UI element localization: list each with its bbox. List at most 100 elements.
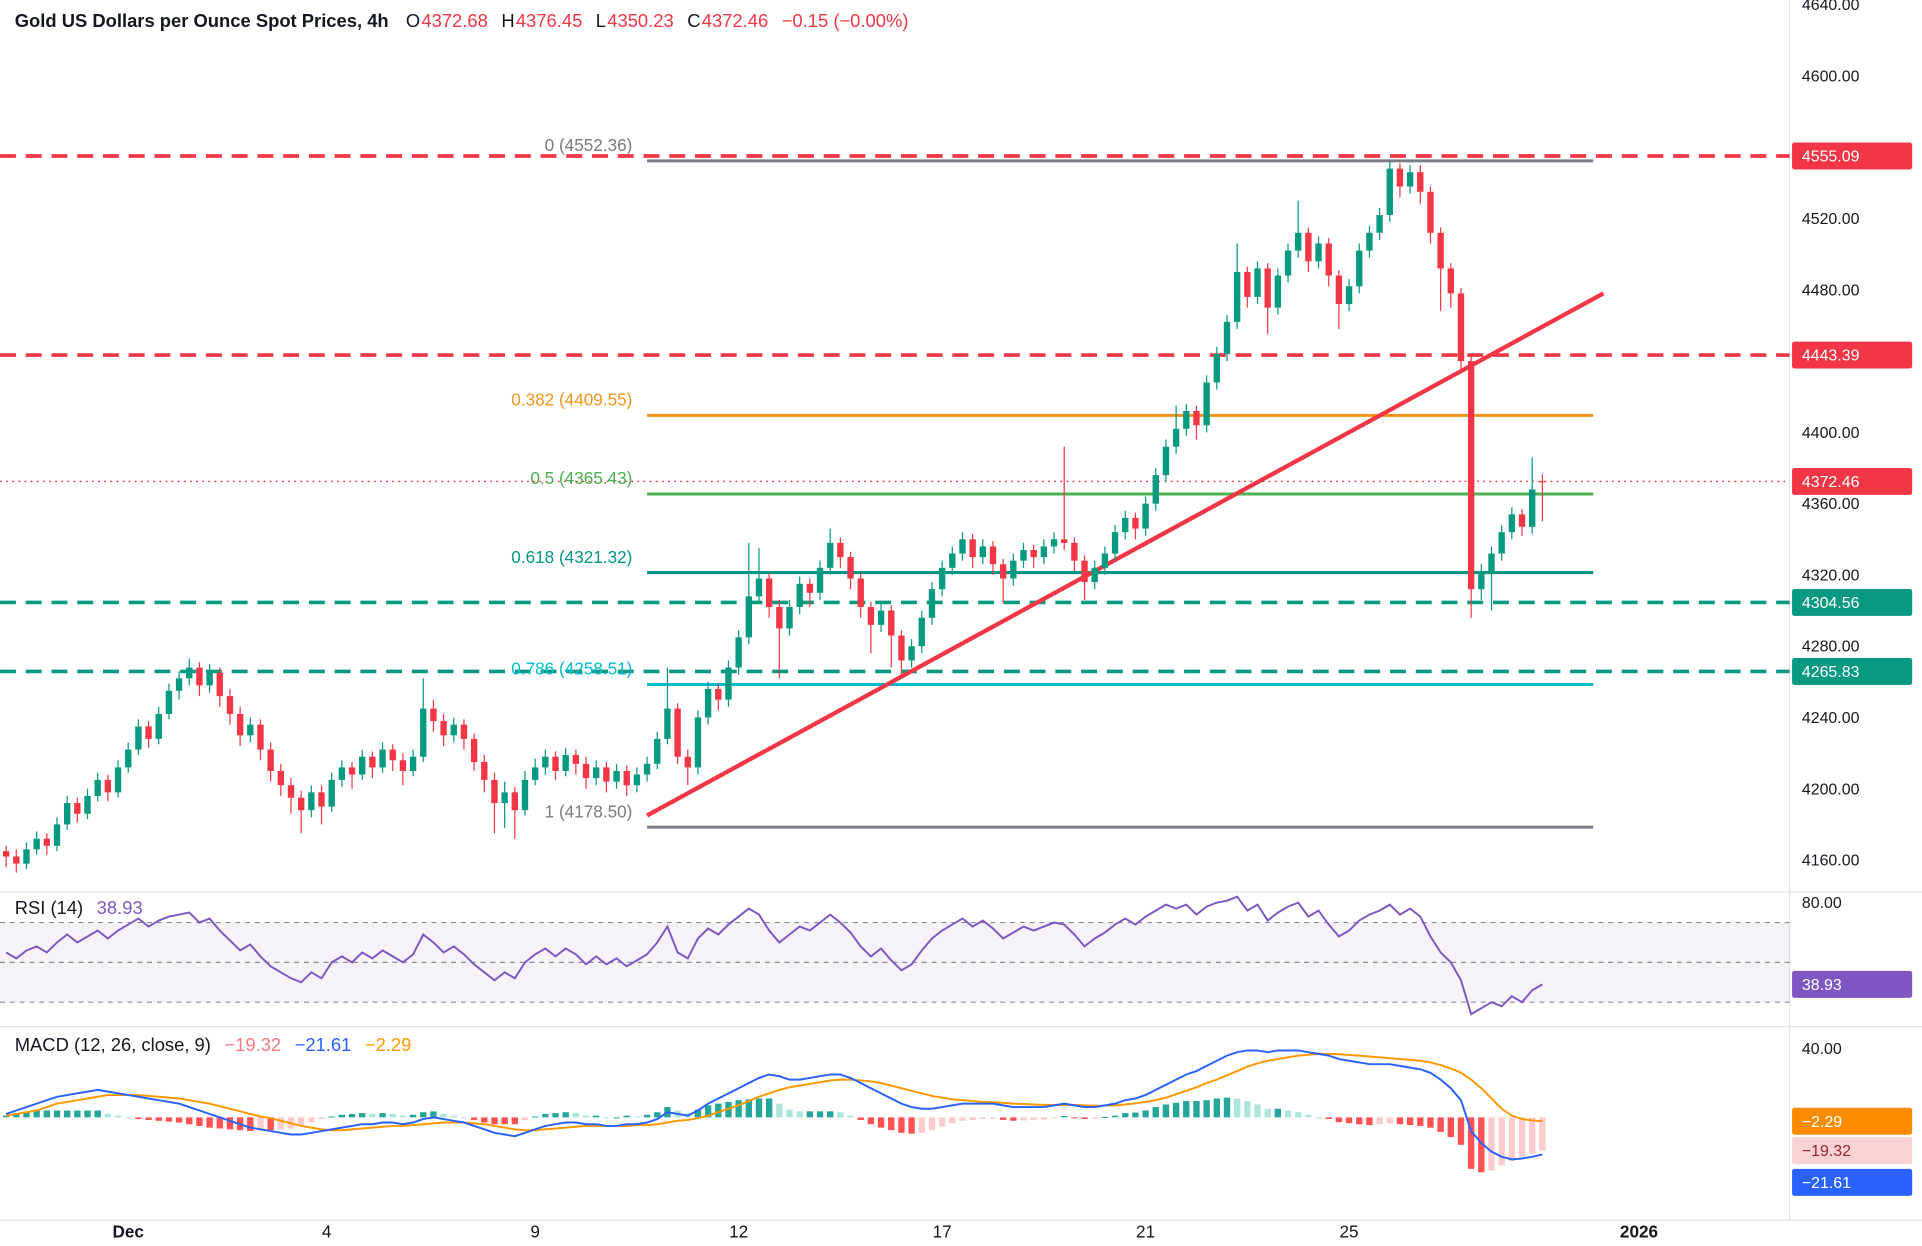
candle <box>43 838 51 846</box>
candle <box>430 708 437 722</box>
macd-histogram-bar <box>53 1110 61 1118</box>
macd-histogram-bar <box>267 1117 274 1131</box>
alert-price-badge <box>1792 657 1913 685</box>
macd-histogram-bar <box>1091 1117 1098 1119</box>
rsi-value-badge <box>1792 970 1913 998</box>
candle <box>481 762 488 780</box>
candle <box>969 539 976 558</box>
macd-histogram-bar <box>297 1117 305 1126</box>
macd-histogram-bar <box>806 1111 814 1118</box>
candle <box>908 646 915 661</box>
candle <box>1447 268 1454 294</box>
macd-histogram-bar <box>257 1117 264 1131</box>
candle <box>1010 560 1017 579</box>
time-axis-label[interactable]: 9 <box>530 1221 540 1241</box>
macd-histogram-bar <box>633 1116 641 1118</box>
price-axis-label: 4200.00 <box>1802 781 1860 798</box>
candle <box>531 767 539 780</box>
candle <box>664 708 671 739</box>
macd-histogram-bar <box>409 1114 417 1118</box>
macd-histogram-bar <box>389 1113 396 1118</box>
candle <box>888 610 895 636</box>
macd-histogram-bar <box>440 1113 447 1118</box>
candle <box>1305 232 1312 262</box>
candle <box>928 589 936 618</box>
macd-histogram-bar <box>277 1117 285 1130</box>
price-axis-label: 4640.00 <box>1802 0 1860 14</box>
macd-histogram-bar <box>857 1117 864 1120</box>
time-axis-label[interactable]: 2026 <box>1620 1221 1658 1241</box>
price-chart-legend[interactable]: Gold US Dollars per Ounce Spot Prices, 4… <box>15 11 909 32</box>
macd-histogram-bar <box>796 1111 803 1118</box>
candle <box>827 542 834 568</box>
candle <box>1254 268 1261 297</box>
candle <box>84 795 91 814</box>
candle <box>867 607 875 625</box>
macd-histogram-bar <box>1254 1104 1261 1118</box>
macd-histogram-bar <box>837 1112 844 1118</box>
time-axis-label[interactable]: 25 <box>1340 1221 1359 1241</box>
macd-histogram-bar <box>542 1113 549 1118</box>
macd-histogram-bar <box>2 1115 10 1118</box>
macd-histogram-bar <box>654 1112 661 1118</box>
macd-histogram-bar <box>735 1100 742 1118</box>
fib-level-label: 0.5 (4365.43) <box>530 468 632 488</box>
macd-histogram-bar <box>1406 1117 1414 1126</box>
macd-histogram-bar <box>1213 1098 1220 1118</box>
macd-histogram-badge <box>1792 1137 1913 1164</box>
ohlc-high-value: 4376.45 <box>515 11 583 32</box>
macd-histogram-bar <box>1417 1117 1424 1126</box>
time-axis-label[interactable]: 12 <box>729 1221 748 1241</box>
macd-histogram-bar <box>1142 1110 1149 1118</box>
macd-histogram-bar <box>399 1115 407 1118</box>
candle <box>1295 232 1302 251</box>
macd-histogram-value: −19.32 <box>224 1035 282 1057</box>
candle <box>236 713 244 736</box>
macd-histogram-bar <box>1061 1115 1068 1118</box>
rsi-legend[interactable]: RSI (14) 38.93 <box>15 898 143 919</box>
macd-histogram <box>2 1097 1546 1173</box>
macd-histogram-bar <box>23 1112 30 1118</box>
candle <box>603 767 610 782</box>
candle <box>1539 481 1546 483</box>
macd-histogram-bar <box>867 1117 875 1125</box>
time-axis-label[interactable]: 21 <box>1136 1221 1155 1241</box>
macd-histogram-bar <box>949 1117 956 1124</box>
alert-price-badge-label: 4265.83 <box>1802 664 1860 681</box>
candle <box>654 738 661 764</box>
macd-histogram-bar <box>175 1117 183 1123</box>
macd-histogram-bar <box>1020 1117 1027 1121</box>
macd-legend[interactable]: MACD (12, 26, close, 9) −19.32 −21.61 −2… <box>15 1035 412 1056</box>
price-axis-label: 4280.00 <box>1802 639 1860 656</box>
macd-histogram-bar <box>1295 1112 1302 1118</box>
macd-histogram-bar <box>13 1113 20 1118</box>
candle <box>1478 571 1485 590</box>
macd-histogram-bar <box>43 1110 51 1118</box>
candle <box>1529 489 1536 527</box>
candle <box>1223 321 1231 354</box>
current-price-badge-label: 4372.46 <box>1802 474 1860 491</box>
fib-level-label: 0.382 (4409.55) <box>511 390 632 410</box>
macd-histogram-bar <box>1386 1117 1393 1124</box>
macd-histogram-bar <box>898 1117 905 1133</box>
fib-level-label: 0.618 (4321.32) <box>511 547 632 567</box>
ohlc-open-value: 4372.68 <box>421 11 488 32</box>
trend-line[interactable] <box>646 291 1605 818</box>
candle <box>1111 532 1119 554</box>
alert-price-badge-label: 4304.56 <box>1802 595 1860 612</box>
alert-price-badge <box>1792 341 1913 369</box>
macd-histogram-bar <box>501 1117 508 1125</box>
candle <box>979 546 987 558</box>
macd-histogram-bar <box>521 1117 529 1120</box>
change-value: −0.15 (−0.00%) <box>781 11 909 32</box>
time-axis-label[interactable]: 4 <box>322 1221 332 1241</box>
macd-histogram-bar <box>1335 1117 1343 1123</box>
time-axis-label[interactable]: Dec <box>112 1221 144 1241</box>
alert-price-badge-label: 4555.09 <box>1802 149 1860 166</box>
candle <box>643 763 651 775</box>
candle <box>74 803 81 814</box>
time-axis-label[interactable]: 17 <box>933 1221 952 1241</box>
macd-histogram-bar <box>959 1117 966 1121</box>
rsi-title: RSI (14) <box>14 898 84 919</box>
